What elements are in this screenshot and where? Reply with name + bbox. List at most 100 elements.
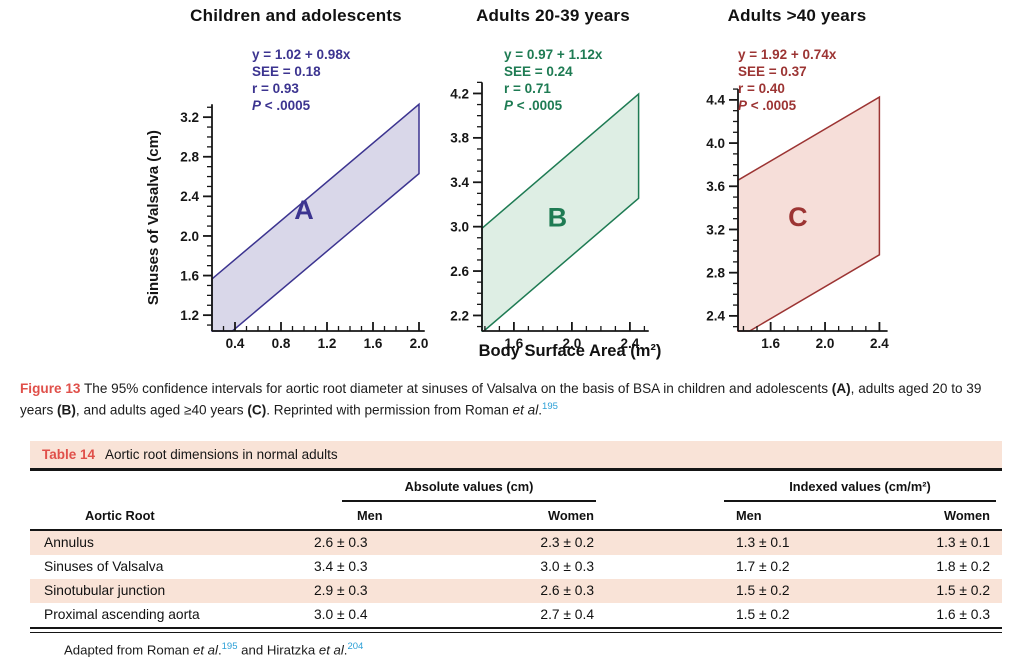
stat-line: y = 0.97 + 1.12x (504, 47, 603, 62)
stat-line: SEE = 0.24 (504, 64, 573, 79)
row-label: Sinotubular junction (44, 582, 166, 598)
chart-panel-c: Adults >40 years y = 1.92 + 0.74x SEE = 0… (686, 0, 898, 374)
y-tick-label: 2.2 (450, 308, 469, 323)
x-axis-label: Body Surface Area (m²) (478, 342, 662, 360)
x-tick-label: 1.2 (318, 336, 337, 351)
table-row: Annulus 2.6 ± 0.3 2.3 ± 0.2 1.3 ± 0.1 1.3 ± … (30, 530, 1002, 555)
y-tick-label: 1.2 (180, 308, 199, 323)
regression-stats-a: y = 1.02 + 0.98x SEE = 0.18 r = 0.93 P < .0… (252, 46, 350, 114)
text-segment: et al (318, 641, 344, 657)
table-cell: 3.0 ± 0.4 (314, 606, 368, 622)
stat-line: P < .0005 (252, 98, 311, 113)
text-segment: et al (193, 641, 218, 657)
text-segment: , adults aged 20 to 39 years (20, 381, 982, 418)
table-cell: 1.8 ± 0.2 (936, 558, 990, 574)
text-segment: , and adults aged ≥40 years (75, 402, 248, 418)
table-rule-top (30, 467, 1002, 471)
table-cell: 1.7 ± 0.2 (736, 558, 790, 574)
table-number-label: Table 14 (42, 446, 96, 462)
chart-svg-a: 1.2 1.6 2.0 2.4 2.8 3.2 0.4 0.8 1.2 1.6 2.0 A Sinuse… (145, 102, 429, 351)
panel-title-children: Children and adolescents (190, 6, 402, 25)
figure-13: Children and adolescents y = 1.02 + 0.98… (140, 0, 898, 374)
table-footnote: Adapted from Roman et al.195 and Hiratzk… (64, 641, 1002, 657)
text-segment: Figure 13 (20, 381, 81, 396)
text-segment: 195 (542, 400, 558, 412)
text-segment: . (343, 641, 348, 657)
table-rule-bottom (30, 626, 1002, 633)
table-cell: 1.5 ± 0.2 (736, 606, 790, 622)
chart-panel-b: Adults 20-39 years y = 0.97 + 1.12x SEE =… (430, 0, 656, 374)
confidence-band-a (211, 102, 420, 332)
table-cell: 2.6 ± 0.3 (540, 582, 594, 598)
text-segment: and Hiratzka (237, 641, 319, 657)
chart-svg-b: 2.2 2.6 3.0 3.4 3.8 4.2 1.6 2.0 2.4 B (450, 81, 649, 351)
italic-p: P (738, 98, 748, 113)
x-tick-label: 2.4 (870, 336, 889, 351)
chart-b: 2.2 2.6 3.0 3.4 3.8 4.2 1.6 2.0 2.4 B (430, 44, 656, 379)
chart-c: 2.4 2.8 3.2 3.6 4.0 4.4 1.6 2.0 2.4 C (686, 44, 898, 379)
y-tick-label: 3.2 (180, 110, 199, 125)
confidence-band-c (737, 95, 881, 332)
y-tick-label: 2.4 (706, 309, 725, 324)
table-body: Annulus 2.6 ± 0.3 2.3 ± 0.2 1.3 ± 0.1 1.3 ± … (30, 530, 1002, 627)
y-tick-label: 3.8 (450, 131, 469, 146)
stat-line: y = 1.92 + 0.74x (738, 47, 837, 62)
x-tick-label: 2.0 (410, 336, 429, 351)
stat-line: r = 0.93 (252, 81, 299, 96)
band-letter-b: B (548, 203, 568, 233)
text-segment: Adapted from Roman (64, 641, 194, 657)
stat-line: y = 1.02 + 0.98x (252, 47, 351, 62)
x-tick-label: 1.6 (505, 336, 524, 351)
table-cell: 2.7 ± 0.4 (540, 606, 594, 622)
figure-caption: Figure 13 The 95% confidence intervals f… (20, 380, 1006, 419)
italic-p: P (504, 98, 514, 113)
x-tick-label: 2.4 (621, 336, 640, 351)
y-tick-label: 4.0 (706, 136, 725, 151)
table-row: Sinuses of Valsalva 3.4 ± 0.3 3.0 ± 0.3 1.7… (30, 555, 1002, 579)
axes-a (211, 104, 425, 332)
y-tick-label: 2.6 (450, 264, 469, 279)
y-tick-label: 2.0 (180, 229, 199, 244)
col-header-men-idx: Men (736, 507, 762, 523)
y-tick-label: 2.8 (180, 150, 199, 165)
y-tick-label: 4.4 (706, 93, 725, 108)
stat-line: P < .0005 (738, 98, 797, 113)
table-cell: 1.6 ± 0.3 (936, 606, 990, 622)
group-header-indexed: Indexed values (cm/m²) (724, 471, 996, 502)
x-tick-label: 1.6 (364, 336, 383, 351)
x-tick-label: 0.4 (226, 336, 245, 351)
table-cell: 1.3 ± 0.1 (736, 534, 790, 550)
text-segment: (B) (57, 402, 76, 418)
table-row: Sinotubular junction 2.9 ± 0.3 2.6 ± 0.3 1.… (30, 578, 1002, 603)
y-tick-label: 3.6 (706, 179, 725, 194)
text-segment: . (217, 641, 222, 657)
chart-panel-a: Children and adolescents y = 1.02 + 0.98… (140, 0, 452, 374)
table-subheader-row: Aortic Root Men Women Men Women (30, 502, 1002, 529)
table-cell: 1.3 ± 0.1 (936, 534, 990, 550)
axes-b (481, 82, 649, 332)
table-title: Aortic root dimensions in normal adults (105, 446, 338, 462)
text-segment: . Reprinted with permission from Roman (266, 402, 513, 418)
regression-stats-b: y = 0.97 + 1.12x SEE = 0.24 r = 0.71 P < .0… (504, 46, 602, 114)
text-segment: (C) (247, 402, 267, 418)
text-segment: (A) (831, 381, 851, 396)
table-cell: 1.5 ± 0.2 (936, 582, 990, 598)
table-cell: 2.9 ± 0.3 (314, 582, 368, 598)
row-label: Annulus (44, 534, 94, 550)
table-rule-header (30, 528, 1002, 531)
table-group-header-row: Absolute values (cm) Indexed values (cm/… (30, 471, 1002, 502)
stat-line: SEE = 0.18 (252, 64, 321, 79)
panel-title-adults-20-39: Adults 20-39 years (476, 6, 630, 25)
text-segment: 204 (347, 640, 364, 652)
x-tick-label: 2.0 (563, 336, 582, 351)
y-tick-label: 3.2 (706, 222, 725, 237)
band-letter-a: A (294, 195, 314, 225)
stat-line: r = 0.40 (738, 81, 785, 96)
text-segment: The 95% confidence intervals for aortic … (80, 381, 832, 396)
table-title-bar: Table 14 Aortic root dimensions in norma… (30, 440, 1002, 468)
y-tick-label: 3.4 (450, 175, 469, 190)
text-segment: et al (512, 402, 539, 418)
col-header-women-idx: Women (944, 507, 990, 523)
stat-line: SEE = 0.37 (738, 64, 807, 79)
group-header-absolute: Absolute values (cm) (342, 471, 596, 502)
